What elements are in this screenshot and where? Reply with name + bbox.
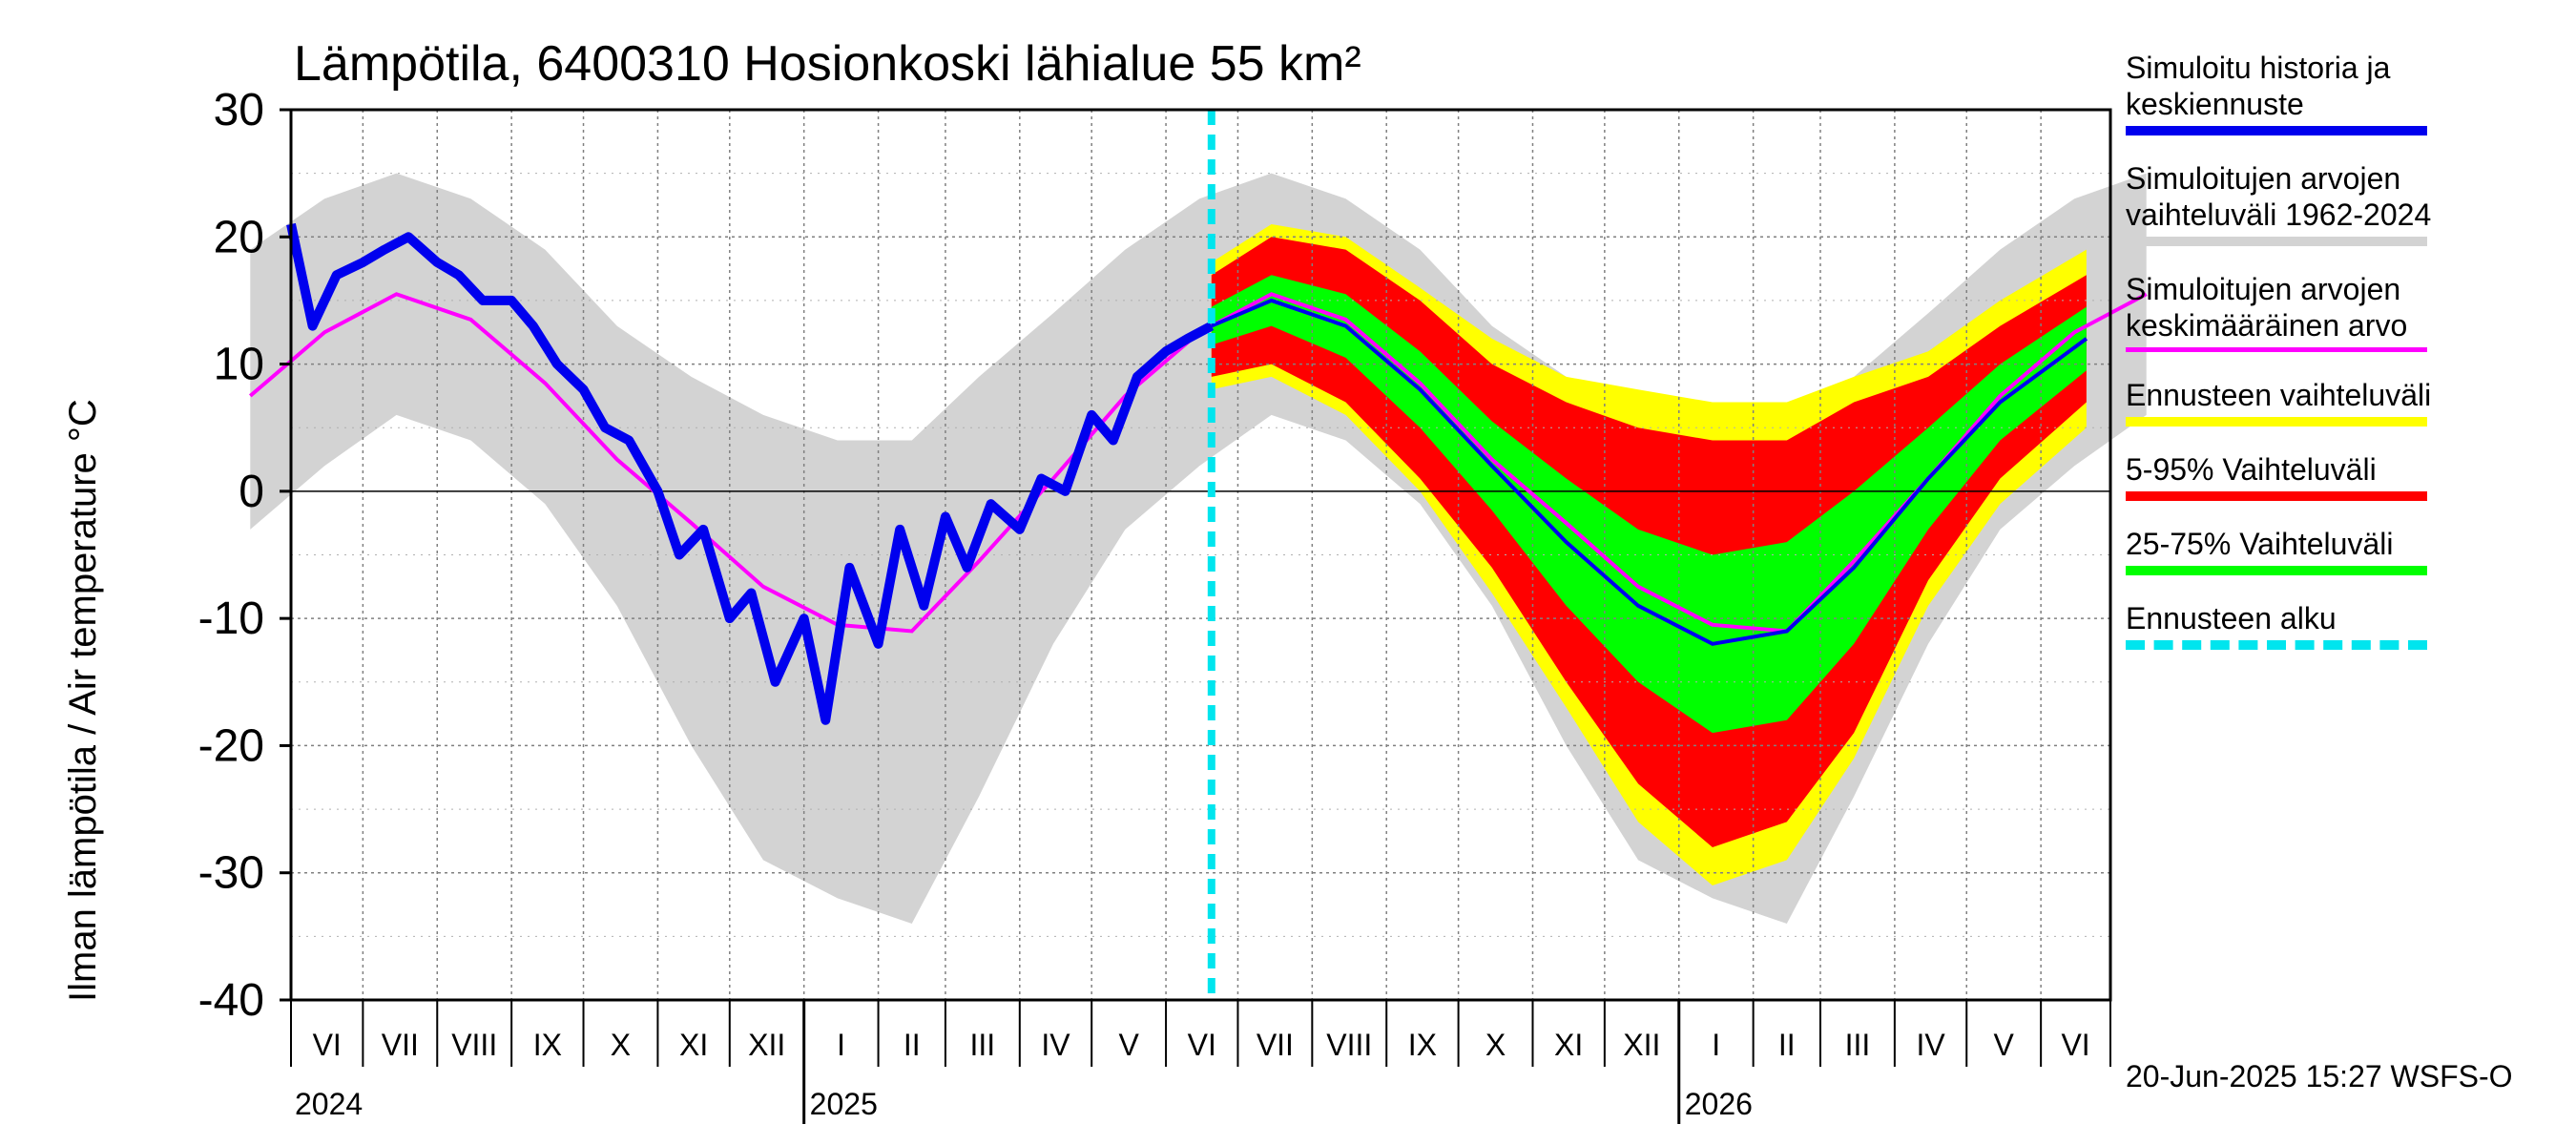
legend: Simuloitu historia ja keskiennuste Simul…	[2126, 50, 2545, 675]
month-label: XI	[1554, 1028, 1583, 1062]
legend-swatch-p05-95	[2126, 491, 2427, 501]
y-tick-label: 0	[239, 467, 264, 517]
history-line	[286, 222, 1215, 725]
legend-item-forecast-start: Ennusteen alku	[2126, 600, 2545, 650]
month-label: XI	[679, 1028, 708, 1062]
chart-title: Lämpötila, 6400310 Hosionkoski lähialue …	[294, 36, 1361, 92]
legend-swatch-history	[2126, 126, 2427, 135]
timestamp-stamp: 20-Jun-2025 15:27 WSFS-O	[2126, 1059, 2513, 1093]
month-label: VIII	[451, 1028, 497, 1062]
month-label: VI	[313, 1028, 342, 1062]
legend-label: 25-75% Vaihteluväli	[2126, 527, 2394, 561]
month-label: II	[904, 1028, 921, 1062]
month-label: III	[970, 1028, 996, 1062]
y-tick-label: 30	[214, 85, 264, 135]
month-label: VII	[1257, 1028, 1294, 1062]
y-tick-label: -10	[198, 593, 264, 644]
legend-swatch-range	[2126, 237, 2427, 246]
month-label: XII	[1623, 1028, 1660, 1062]
y-tick-label: 10	[214, 340, 264, 390]
month-label: I	[1712, 1028, 1720, 1062]
y-tick-label: -20	[198, 720, 264, 771]
y-tick-label: -40	[198, 975, 264, 1026]
month-label: X	[611, 1028, 631, 1062]
legend-item-history: Simuloitu historia ja keskiennuste	[2126, 50, 2545, 135]
y-tick-label: -30	[198, 848, 264, 899]
month-label: II	[1778, 1028, 1796, 1062]
legend-swatch-mean	[2126, 347, 2427, 352]
legend-item-p25-75: 25-75% Vaihteluväli	[2126, 526, 2545, 575]
month-label: VIII	[1326, 1028, 1372, 1062]
legend-swatch-forecast-start	[2126, 640, 2427, 650]
legend-label: Ennusteen vaihteluväli	[2126, 378, 2432, 412]
month-label: I	[837, 1028, 845, 1062]
month-label: XII	[748, 1028, 785, 1062]
legend-item-mean: Simuloitujen arvojen keskimääräinen arvo	[2126, 271, 2545, 352]
legend-label: Simuloitujen arvojen vaihteluväli 1962-2…	[2126, 161, 2432, 232]
legend-swatch-forecast-range	[2126, 417, 2427, 427]
legend-label: Simuloitujen arvojen keskimääräinen arvo	[2126, 272, 2408, 343]
month-label: IX	[533, 1028, 562, 1062]
legend-swatch-p25-75	[2126, 566, 2427, 575]
month-label: VI	[2061, 1028, 2089, 1062]
month-label: V	[1118, 1028, 1139, 1062]
month-label: X	[1485, 1028, 1506, 1062]
month-label: V	[1994, 1028, 2015, 1062]
forecast-median-line	[1211, 298, 2088, 646]
plot-frame	[289, 108, 2112, 1002]
year-label: 2025	[810, 1087, 878, 1121]
legend-item-range: Simuloitujen arvojen vaihteluväli 1962-2…	[2126, 160, 2545, 246]
month-label: IV	[1916, 1028, 1945, 1062]
month-label: IV	[1041, 1028, 1070, 1062]
month-label: VI	[1188, 1028, 1216, 1062]
legend-item-forecast-range: Ennusteen vaihteluväli	[2126, 377, 2545, 427]
month-label: VII	[382, 1028, 419, 1062]
y-tick-label: 20	[214, 212, 264, 262]
month-label: IX	[1408, 1028, 1437, 1062]
legend-label: 5-95% Vaihteluväli	[2126, 452, 2377, 487]
legend-item-p05-95: 5-95% Vaihteluväli	[2126, 451, 2545, 501]
legend-label: Simuloitu historia ja keskiennuste	[2126, 51, 2391, 121]
y-axis-label: Ilman lämpötila / Air temperature °C	[62, 399, 104, 1002]
year-label: 2024	[295, 1087, 363, 1121]
legend-label: Ennusteen alku	[2126, 601, 2337, 635]
month-label: III	[1845, 1028, 1871, 1062]
year-label: 2026	[1685, 1087, 1753, 1121]
